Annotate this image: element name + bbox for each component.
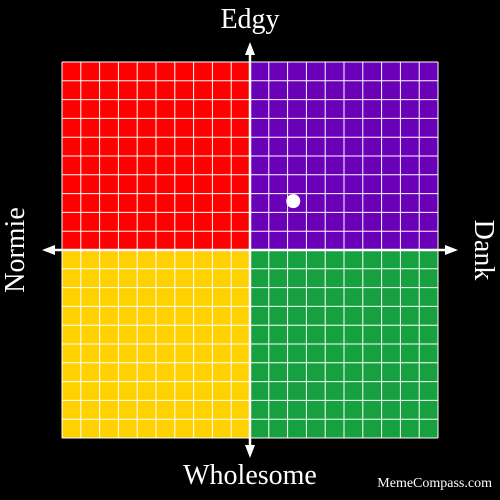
axes: [42, 42, 458, 458]
data-points: [286, 194, 301, 209]
arrow-left-icon: [42, 245, 55, 255]
axis-label-bottom: Wholesome: [183, 460, 317, 491]
arrow-down-icon: [245, 445, 255, 458]
data-point: [286, 194, 301, 209]
arrow-right-icon: [445, 245, 458, 255]
axis-label-left: Normie: [0, 207, 31, 293]
arrow-up-icon: [245, 42, 255, 55]
watermark: MemeCompass.com: [377, 476, 492, 491]
axis-label-right: Dank: [468, 219, 499, 281]
axis-label-top: Edgy: [220, 4, 280, 35]
